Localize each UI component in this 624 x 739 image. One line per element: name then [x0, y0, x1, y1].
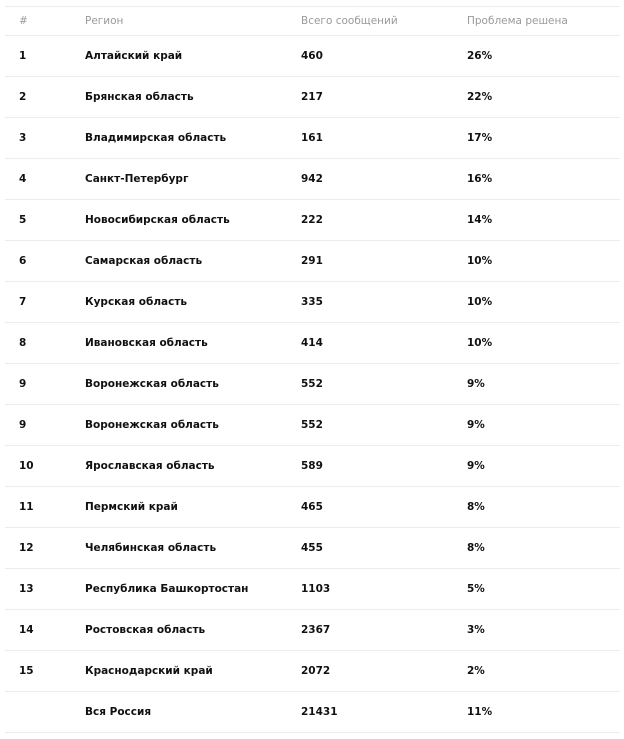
- total-messages-cell: 552: [301, 378, 323, 390]
- region-cell: Пермский край: [85, 501, 178, 513]
- rank-cell: 12: [19, 542, 34, 554]
- region-cell: Новосибирская область: [85, 214, 230, 226]
- region-cell: Воронежская область: [85, 378, 219, 390]
- region-cell: Брянская область: [85, 91, 194, 103]
- problem-solved-cell: 3%: [467, 624, 485, 636]
- region-cell: Алтайский край: [85, 50, 183, 62]
- rank-cell: 10: [19, 460, 34, 472]
- problem-solved-cell: 11%: [467, 706, 493, 718]
- rank-cell: 15: [19, 665, 34, 677]
- problem-solved-cell: 16%: [467, 173, 493, 185]
- table-row: 14 Ростовская область 2367 3%: [5, 610, 620, 651]
- region-cell: Вся Россия: [85, 706, 152, 718]
- total-messages-cell: 222: [301, 214, 323, 226]
- rank-cell: 9: [19, 419, 27, 431]
- table-row: Вся Россия 21431 11%: [5, 692, 620, 733]
- total-messages-cell: 21431: [301, 706, 338, 718]
- total-messages-cell: 460: [301, 50, 323, 62]
- rank-cell: 13: [19, 583, 34, 595]
- rank-cell: 5: [19, 214, 27, 226]
- rank-cell: 2: [19, 91, 27, 103]
- rank-cell: 7: [19, 296, 27, 308]
- region-cell: Воронежская область: [85, 419, 219, 431]
- region-cell: Челябинская область: [85, 542, 217, 554]
- header-region: Регион: [85, 15, 124, 27]
- problem-solved-cell: 8%: [467, 501, 485, 513]
- table-row: 8 Ивановская область 414 10%: [5, 323, 620, 364]
- total-messages-cell: 217: [301, 91, 323, 103]
- total-messages-cell: 1103: [301, 583, 331, 595]
- table-row: 5 Новосибирская область 222 14%: [5, 200, 620, 241]
- header-rank: #: [19, 15, 28, 27]
- region-cell: Санкт-Петербург: [85, 173, 189, 185]
- region-cell: Ярославская область: [85, 460, 215, 472]
- table-row: 6 Самарская область 291 10%: [5, 241, 620, 282]
- total-messages-cell: 335: [301, 296, 323, 308]
- table-row: 12 Челябинская область 455 8%: [5, 528, 620, 569]
- rank-cell: 14: [19, 624, 34, 636]
- region-cell: Республика Башкортостан: [85, 583, 249, 595]
- region-cell: Ивановская область: [85, 337, 208, 349]
- rank-cell: 3: [19, 132, 27, 144]
- regions-table: # Регион Всего сообщений Проблема решена…: [5, 6, 620, 733]
- region-cell: Владимирская область: [85, 132, 227, 144]
- rank-cell: 8: [19, 337, 27, 349]
- rank-cell: 9: [19, 378, 27, 390]
- total-messages-cell: 589: [301, 460, 323, 472]
- problem-solved-cell: 10%: [467, 255, 493, 267]
- problem-solved-cell: 9%: [467, 378, 485, 390]
- total-messages-cell: 2072: [301, 665, 331, 677]
- total-messages-cell: 161: [301, 132, 323, 144]
- rank-cell: 4: [19, 173, 27, 185]
- table-row: 9 Воронежская область 552 9%: [5, 405, 620, 446]
- region-cell: Самарская область: [85, 255, 203, 267]
- problem-solved-cell: 14%: [467, 214, 493, 226]
- region-cell: Краснодарский край: [85, 665, 213, 677]
- total-messages-cell: 465: [301, 501, 323, 513]
- problem-solved-cell: 26%: [467, 50, 493, 62]
- table-row: 3 Владимирская область 161 17%: [5, 118, 620, 159]
- table-row: 10 Ярославская область 589 9%: [5, 446, 620, 487]
- problem-solved-cell: 10%: [467, 296, 493, 308]
- table-row: 15 Краснодарский край 2072 2%: [5, 651, 620, 692]
- problem-solved-cell: 17%: [467, 132, 493, 144]
- total-messages-cell: 414: [301, 337, 323, 349]
- problem-solved-cell: 22%: [467, 91, 493, 103]
- rank-cell: 11: [19, 501, 34, 513]
- problem-solved-cell: 9%: [467, 460, 485, 472]
- total-messages-cell: 942: [301, 173, 323, 185]
- total-messages-cell: 291: [301, 255, 323, 267]
- rank-cell: 6: [19, 255, 27, 267]
- rank-cell: 1: [19, 50, 27, 62]
- table-row: 11 Пермский край 465 8%: [5, 487, 620, 528]
- problem-solved-cell: 8%: [467, 542, 485, 554]
- table-body: 1 Алтайский край 460 26% 2 Брянская область 21…: [5, 36, 620, 733]
- problem-solved-cell: 9%: [467, 419, 485, 431]
- total-messages-cell: 455: [301, 542, 323, 554]
- table-row: 2 Брянская область 217 22%: [5, 77, 620, 118]
- table-header: # Регион Всего сообщений Проблема решена: [5, 7, 620, 36]
- header-problem-solved: Проблема решена: [467, 15, 568, 27]
- problem-solved-cell: 5%: [467, 583, 485, 595]
- region-cell: Ростовская область: [85, 624, 206, 636]
- total-messages-cell: 552: [301, 419, 323, 431]
- header-total-messages: Всего сообщений: [301, 15, 398, 27]
- region-cell: Курская область: [85, 296, 188, 308]
- table-row: 7 Курская область 335 10%: [5, 282, 620, 323]
- total-messages-cell: 2367: [301, 624, 331, 636]
- table-row: 1 Алтайский край 460 26%: [5, 36, 620, 77]
- table-row: 13 Республика Башкортостан 1103 5%: [5, 569, 620, 610]
- problem-solved-cell: 10%: [467, 337, 493, 349]
- problem-solved-cell: 2%: [467, 665, 485, 677]
- table-row: 9 Воронежская область 552 9%: [5, 364, 620, 405]
- table-row: 4 Санкт-Петербург 942 16%: [5, 159, 620, 200]
